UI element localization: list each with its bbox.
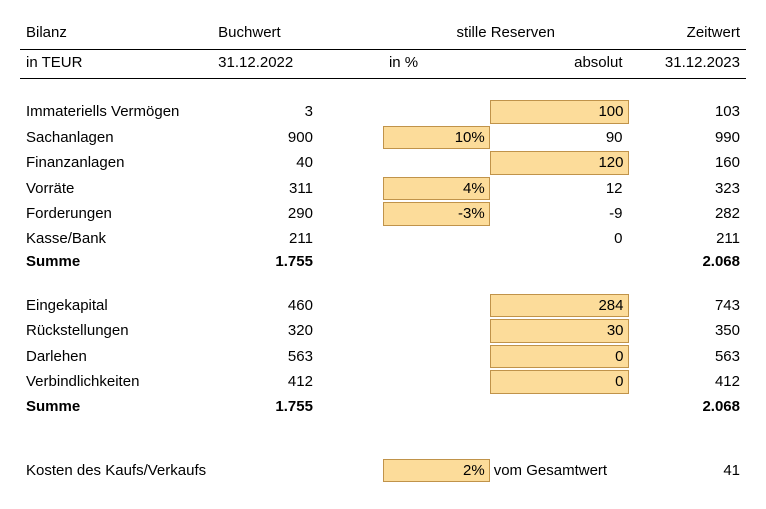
row-pct: 4% [383, 176, 490, 202]
row-label: Darlehen [20, 344, 212, 370]
row-zeitwert: 350 [629, 318, 747, 344]
balance-table: Bilanz Buchwert stille Reserven Zeitwert… [20, 20, 746, 483]
head-bilanz-l2: in TEUR [20, 49, 212, 79]
head-absolut: absolut [490, 49, 629, 79]
sum-zeitwert: 2.068 [629, 250, 747, 273]
head-buchwert-l1: Buchwert [212, 20, 319, 49]
row-zeitwert: 211 [629, 227, 747, 250]
row-label: Verbindlichkeiten [20, 369, 212, 395]
row-buchwert: 311 [212, 176, 319, 202]
head-buchwert-l2: 31.12.2022 [212, 49, 319, 79]
row-absolut: 284 [490, 293, 629, 319]
input-cell[interactable]: 100 [490, 100, 629, 124]
row-label: Eingekapital [20, 293, 212, 319]
row-absolut: 12 [490, 176, 629, 202]
sum-zeitwert: 2.068 [629, 395, 747, 418]
row-zeitwert: 412 [629, 369, 747, 395]
head-pct: in % [383, 49, 490, 79]
input-cell[interactable]: 10% [383, 126, 490, 150]
head-zeitwert-l2: 31.12.2023 [629, 49, 747, 79]
table-row: Darlehen5630563 [20, 344, 746, 370]
row-buchwert: 290 [212, 201, 319, 227]
input-cell[interactable]: 120 [490, 151, 629, 175]
input-cell[interactable]: -3% [383, 202, 490, 226]
sum-label: Summe [20, 250, 212, 273]
footer-pct: 2% [383, 458, 490, 484]
input-cell[interactable]: 30 [490, 319, 629, 343]
input-cell[interactable]: 2% [383, 459, 490, 483]
table-row: Forderungen290 -3%-9282 [20, 201, 746, 227]
row-absolut: 120 [490, 150, 629, 176]
row-label: Immateriells Vermögen [20, 99, 212, 125]
row-label: Finanzanlagen [20, 150, 212, 176]
row-absolut: 30 [490, 318, 629, 344]
row-label: Sachanlagen [20, 125, 212, 151]
row-zeitwert: 103 [629, 99, 747, 125]
row-buchwert: 563 [212, 344, 319, 370]
row-label: Rückstellungen [20, 318, 212, 344]
input-cell[interactable]: 0 [490, 370, 629, 394]
head-zeitwert-l1: Zeitwert [629, 20, 747, 49]
row-pct [383, 344, 490, 370]
row-zeitwert: 323 [629, 176, 747, 202]
row-zeitwert: 563 [629, 344, 747, 370]
row-zeitwert: 160 [629, 150, 747, 176]
row-absolut: 100 [490, 99, 629, 125]
row-pct: 10% [383, 125, 490, 151]
input-cell[interactable]: 4% [383, 177, 490, 201]
input-cell[interactable]: 0 [490, 345, 629, 369]
row-absolut: 90 [490, 125, 629, 151]
head-bilanz-l1: Bilanz [20, 20, 212, 49]
sum-label: Summe [20, 395, 212, 418]
table-header: Bilanz Buchwert stille Reserven Zeitwert… [20, 20, 746, 79]
row-absolut: -9 [490, 201, 629, 227]
table-row: Finanzanlagen40 120160 [20, 150, 746, 176]
input-cell[interactable]: 284 [490, 294, 629, 318]
table-row: Vorräte311 4%12323 [20, 176, 746, 202]
table-row: Eingekapital460 284743 [20, 293, 746, 319]
row-pct [383, 99, 490, 125]
row-pct: -3% [383, 201, 490, 227]
table-row: Verbindlichkeiten4120412 [20, 369, 746, 395]
row-buchwert: 900 [212, 125, 319, 151]
row-buchwert: 211 [212, 227, 319, 250]
row-absolut: 0 [490, 344, 629, 370]
table-body: Immateriells Vermögen3100103Sachanlagen9… [20, 79, 746, 484]
row-buchwert: 3 [212, 99, 319, 125]
sum-row: Summe1.755 2.068 [20, 395, 746, 418]
row-buchwert: 460 [212, 293, 319, 319]
head-reserven: stille Reserven [383, 20, 629, 49]
row-pct [383, 227, 490, 250]
row-pct [383, 150, 490, 176]
row-zeitwert: 990 [629, 125, 747, 151]
row-label: Forderungen [20, 201, 212, 227]
table-row: Sachanlagen900 10%90990 [20, 125, 746, 151]
sum-buchwert: 1.755 [212, 250, 319, 273]
row-zeitwert: 282 [629, 201, 747, 227]
table-row: Kasse/Bank2110211 [20, 227, 746, 250]
sum-row: Summe1.755 2.068 [20, 250, 746, 273]
row-absolut: 0 [490, 227, 629, 250]
row-buchwert: 412 [212, 369, 319, 395]
row-pct [383, 318, 490, 344]
sum-buchwert: 1.755 [212, 395, 319, 418]
row-zeitwert: 743 [629, 293, 747, 319]
row-buchwert: 320 [212, 318, 319, 344]
row-buchwert: 40 [212, 150, 319, 176]
footer-value: 41 [629, 458, 747, 484]
table-row: Rückstellungen320 30350 [20, 318, 746, 344]
row-absolut: 0 [490, 369, 629, 395]
footer-note: vom Gesamtwert [490, 458, 629, 484]
row-pct [383, 293, 490, 319]
row-label: Kasse/Bank [20, 227, 212, 250]
row-pct [383, 369, 490, 395]
table-row: Immateriells Vermögen3 100103 [20, 99, 746, 125]
row-label: Vorräte [20, 176, 212, 202]
footer-row: Kosten des Kaufs/Verkaufs2%vom Gesamtwer… [20, 458, 746, 484]
footer-label: Kosten des Kaufs/Verkaufs [20, 458, 383, 484]
